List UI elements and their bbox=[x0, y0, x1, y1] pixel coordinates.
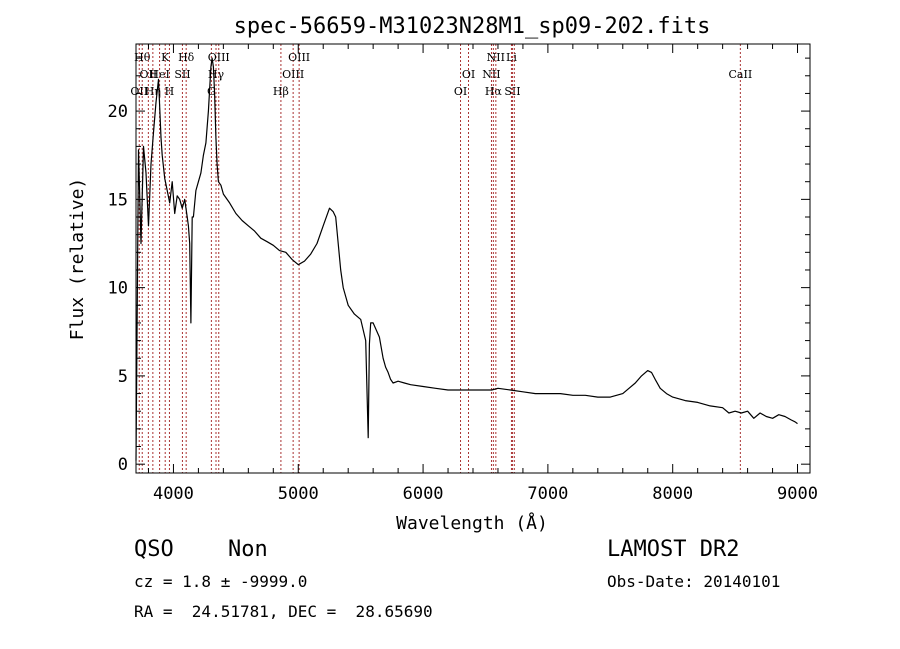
x-tick-label: 4000 bbox=[153, 484, 194, 504]
line-marker-label: CaII bbox=[729, 68, 753, 81]
line-marker-label: OI bbox=[462, 68, 475, 81]
line-marker-label: HeI bbox=[149, 68, 169, 81]
line-marker-label: H bbox=[165, 85, 175, 98]
line-marker-label: OIII bbox=[288, 51, 310, 64]
spectrum-series bbox=[135, 57, 798, 461]
x-tick-label: 9000 bbox=[777, 484, 818, 504]
observation-date: Obs-Date: 20140101 bbox=[607, 572, 781, 591]
y-tick-label: 5 bbox=[118, 367, 128, 387]
x-axis-label: Wavelength (Å) bbox=[396, 512, 548, 534]
y-tick-label: 20 bbox=[108, 102, 128, 122]
line-marker-label: Hγ bbox=[208, 68, 225, 81]
line-marker-label: SII bbox=[504, 85, 520, 98]
line-marker-label: Hθ bbox=[134, 51, 151, 64]
plot-frame bbox=[135, 43, 811, 474]
x-tick-label: 7000 bbox=[527, 484, 568, 504]
line-marker-label: Li bbox=[506, 51, 517, 64]
line-marker-label: OI bbox=[454, 85, 467, 98]
object-subclass: Non bbox=[228, 537, 268, 562]
line-marker-label: Hδ bbox=[178, 51, 195, 64]
spectrum-line bbox=[135, 57, 798, 461]
x-tick-label: 8000 bbox=[652, 484, 693, 504]
emission-line-markers: OIIHθOIIHηHeIKHSIIHδGHγOIIIHβOIIIOIIIOIO… bbox=[130, 44, 752, 473]
line-marker-label: NII bbox=[487, 51, 505, 64]
axes: 4000 5000 6000 7000 8000 9000 0 5 10 15 20 bbox=[108, 44, 818, 504]
redshift-text: cz = 1.8 ± -9999.0 bbox=[134, 572, 308, 591]
y-tick-label: 0 bbox=[118, 455, 128, 475]
line-marker-label: K bbox=[161, 51, 170, 64]
line-marker-label: NII bbox=[482, 68, 500, 81]
y-tick-label: 15 bbox=[108, 190, 128, 210]
x-tick-label: 5000 bbox=[278, 484, 319, 504]
coordinates-text: RA = 24.51781, DEC = 28.65690 bbox=[134, 602, 433, 621]
line-marker-label: OIII bbox=[208, 51, 230, 64]
line-marker-label: OII bbox=[130, 85, 148, 98]
line-marker-label: SII bbox=[174, 68, 190, 81]
object-class: QSO bbox=[134, 537, 174, 562]
chart-title: spec-56659-M31023N28M1_sp09-202.fits bbox=[234, 14, 711, 39]
y-axis-label: Flux (relative) bbox=[67, 178, 88, 341]
y-tick-label: 10 bbox=[108, 279, 128, 299]
survey-name: LAMOST DR2 bbox=[607, 537, 740, 562]
line-marker-label: G bbox=[207, 85, 216, 98]
line-marker-label: Hα bbox=[485, 85, 503, 98]
x-tick-label: 6000 bbox=[403, 484, 444, 504]
line-marker-label: OIII bbox=[282, 68, 304, 81]
line-marker-label: Hβ bbox=[273, 85, 289, 98]
